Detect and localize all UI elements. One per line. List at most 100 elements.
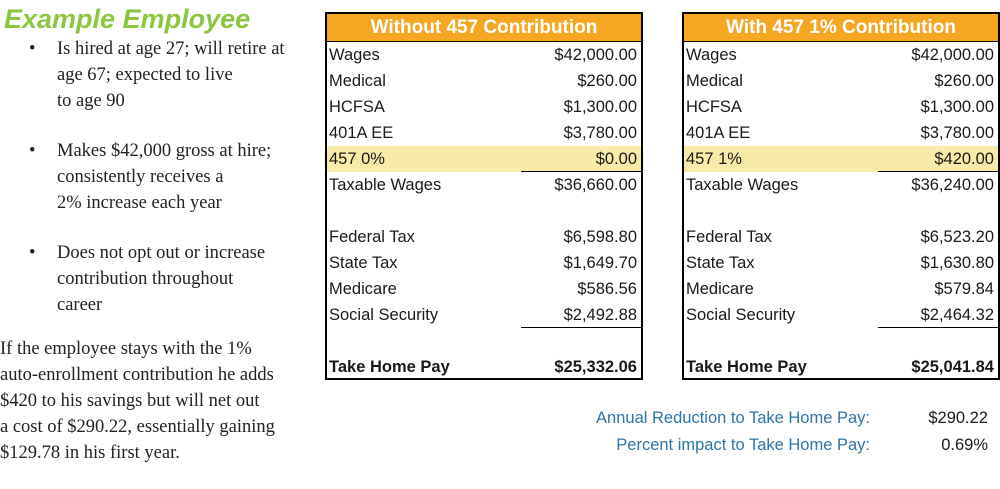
table-spacer [684,198,998,224]
row-value: $1,649.70 [563,254,637,272]
summary-paragraph: If the employee stays with the 1% auto-e… [0,336,330,466]
footer-label: Annual Reduction to Take Home Pay: [596,409,870,427]
row-value: $579.84 [934,280,994,298]
row-value: $2,464.32 [920,306,994,324]
table-spacer [327,328,641,354]
table-row: State Tax $1,649.70 [327,250,641,276]
row-value: $420.00 [934,150,994,168]
bullet-item: • Is hired at age 27; will retire at age… [0,36,320,114]
table-row: Taxable Wages $36,240.00 [684,172,998,198]
table-header: Without 457 Contribution [327,14,641,42]
row-label: HCFSA [686,98,742,116]
row-value: $36,240.00 [911,176,994,194]
table-row: Federal Tax $6,598.80 [327,224,641,250]
summary-line: auto-enrollment contribution he adds [0,365,274,385]
bullet-line: to age 90 [57,91,125,111]
table-row: 401A EE $3,780.00 [327,120,641,146]
footer-row-reduction: Annual Reduction to Take Home Pay: $290.… [540,406,1000,430]
table-row-highlighted: 457 0% $0.00 [327,146,641,172]
bullet-dot: • [29,243,36,263]
footer-value: 0.69% [941,436,988,454]
row-value: $6,598.80 [563,228,637,246]
row-label: State Tax [329,254,398,272]
table-row: Medical $260.00 [327,68,641,94]
row-label: 401A EE [686,124,751,142]
table-row: HCFSA $1,300.00 [327,94,641,120]
table-row: Social Security $2,464.32 [684,302,998,328]
bullet-item: • Makes $42,000 gross at hire; consisten… [0,138,320,216]
table-row: Medicare $579.84 [684,276,998,302]
row-label: Medical [686,72,743,90]
bullet-line: contribution throughout [57,269,234,289]
row-value: $42,000.00 [554,46,637,64]
table-row: Medical $260.00 [684,68,998,94]
row-label: Wages [686,46,737,64]
row-value: $25,041.84 [911,358,994,376]
row-label: Social Security [329,306,439,324]
table-without-457: Without 457 Contribution Wages $42,000.00… [325,12,643,380]
summary-line: $420 to his savings but will net out [0,391,260,411]
row-value: $260.00 [934,72,994,90]
row-value: $2,492.88 [563,306,637,324]
row-value: $260.00 [577,72,637,90]
bullet-dot: • [29,141,36,161]
row-value: $42,000.00 [911,46,994,64]
table-row-total: Take Home Pay $25,332.06 [327,354,641,380]
table-row: Wages $42,000.00 [327,42,641,68]
row-label: Medicare [686,280,754,298]
footer-value: $290.22 [928,409,988,427]
row-label: 457 1% [686,150,742,168]
row-label: State Tax [686,254,755,272]
row-value: $1,630.80 [920,254,994,272]
table-with-457: With 457 1% Contribution Wages $42,000.00… [682,12,1000,380]
table-row: Taxable Wages $36,660.00 [327,172,641,198]
row-label: Taxable Wages [329,176,442,194]
summary-line: $129.78 in his first year. [0,443,180,463]
row-value: $0.00 [595,150,637,168]
summary-line: a cost of $290.22, essentially gaining [0,417,275,437]
row-value: $1,300.00 [563,98,637,116]
table-spacer [684,328,998,354]
table-header: With 457 1% Contribution [684,14,998,42]
table-row: HCFSA $1,300.00 [684,94,998,120]
bullet-line: consistently receives a [57,167,224,187]
bullet-line: 2% increase each year [57,193,222,213]
row-value: $3,780.00 [920,124,994,142]
row-value: $36,660.00 [554,176,637,194]
footer-label: Percent impact to Take Home Pay: [616,436,870,454]
table-row: Social Security $2,492.88 [327,302,641,328]
bullet-line: Is hired at age 27; will retire at [57,39,285,59]
table-row: Medicare $586.56 [327,276,641,302]
sum-rule [521,327,641,328]
row-label: Federal Tax [329,228,415,246]
row-label: Medicare [329,280,397,298]
table-spacer [327,198,641,224]
row-value: $1,300.00 [920,98,994,116]
bullet-line: age 67; expected to live [57,65,233,85]
bullet-dot: • [29,39,36,59]
sum-rule [878,327,998,328]
table-row-total: Take Home Pay $25,041.84 [684,354,998,380]
bullet-line: Makes $42,000 gross at hire; [57,141,272,161]
bullet-list: • Is hired at age 27; will retire at age… [0,36,320,342]
table-row: 401A EE $3,780.00 [684,120,998,146]
table-row: Federal Tax $6,523.20 [684,224,998,250]
table-row: Wages $42,000.00 [684,42,998,68]
sum-rule [878,171,998,172]
sum-rule [521,171,641,172]
row-label: 457 0% [329,150,385,168]
bullet-line: Does not opt out or increase [57,243,266,263]
summary-line: If the employee stays with the 1% [0,339,252,359]
table-row-highlighted: 457 1% $420.00 [684,146,998,172]
table-row: State Tax $1,630.80 [684,250,998,276]
row-label: Taxable Wages [686,176,799,194]
row-label: HCFSA [329,98,385,116]
row-value: $3,780.00 [563,124,637,142]
footer-row-percent: Percent impact to Take Home Pay: 0.69% [540,433,1000,457]
bullet-line: career [57,295,103,315]
row-value: $586.56 [577,280,637,298]
row-label: 401A EE [329,124,394,142]
page-title: Example Employee [4,4,251,34]
bullet-item: • Does not opt out or increase contribut… [0,240,320,318]
row-label: Take Home Pay [686,358,807,376]
